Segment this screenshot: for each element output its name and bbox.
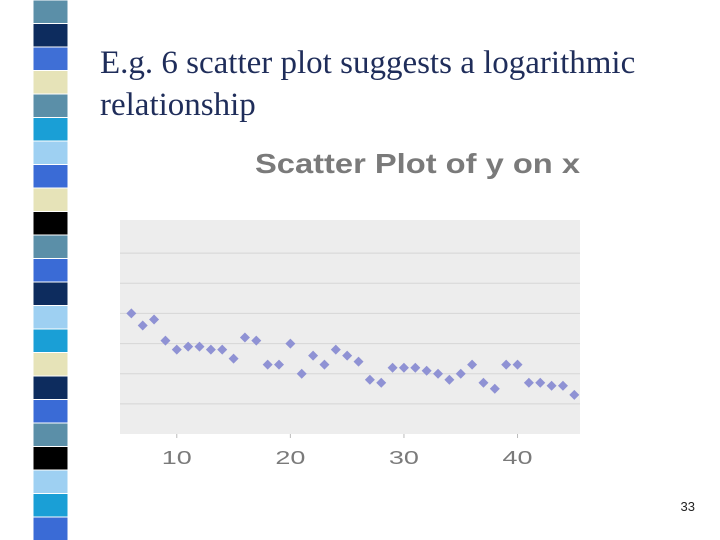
scatter-point xyxy=(467,359,478,370)
scatter-point xyxy=(387,362,398,373)
strip-block xyxy=(32,187,69,212)
scatter-point xyxy=(194,341,205,352)
strip-block xyxy=(32,493,69,518)
strip-block xyxy=(32,446,69,471)
scatter-point xyxy=(478,377,489,388)
scatter-point xyxy=(217,344,228,355)
scatter-point xyxy=(171,344,182,355)
x-tick-label: 20 xyxy=(275,448,305,468)
strip-block xyxy=(32,352,69,377)
scatter-point xyxy=(228,353,239,364)
scatter-point xyxy=(149,314,160,325)
scatter-point xyxy=(353,356,364,367)
scatter-point xyxy=(501,359,512,370)
strip-block xyxy=(32,164,69,189)
scatter-point xyxy=(433,368,444,379)
x-tick-label: 40 xyxy=(503,448,533,468)
strip-block xyxy=(32,399,69,424)
strip-block xyxy=(32,422,69,447)
scatter-point xyxy=(364,374,375,385)
scatter-point xyxy=(137,320,148,331)
slide-title-line: relationship xyxy=(100,87,256,123)
scatter-point xyxy=(308,350,319,361)
plot-area xyxy=(120,220,580,434)
scatter-point xyxy=(262,359,273,370)
scatter-point xyxy=(239,332,250,343)
scatter-point xyxy=(535,377,546,388)
strip-block xyxy=(32,516,69,540)
x-tick-label: 10 xyxy=(162,448,192,468)
scatter-point xyxy=(455,368,466,379)
scatter-point xyxy=(376,377,387,388)
scatter-point xyxy=(444,374,455,385)
scatter-point xyxy=(296,368,307,379)
scatter-point xyxy=(398,362,409,373)
scatter-point xyxy=(569,389,580,400)
scatter-point xyxy=(557,380,568,391)
x-tick-label: 30 xyxy=(389,448,419,468)
scatter-point xyxy=(319,359,330,370)
slide-title-line: E.g. 6 scatter plot suggests a logarithm… xyxy=(100,45,635,81)
scatter-point xyxy=(183,341,194,352)
scatter-point xyxy=(523,377,534,388)
strip-block xyxy=(32,140,69,165)
decorative-strip xyxy=(32,0,69,540)
scatter-point xyxy=(285,338,296,349)
strip-block xyxy=(32,328,69,353)
strip-block xyxy=(32,258,69,283)
scatter-point xyxy=(410,362,421,373)
scatter-point xyxy=(251,335,262,346)
scatter-point xyxy=(274,359,285,370)
strip-block xyxy=(32,305,69,330)
page-number: 33 xyxy=(681,499,695,514)
strip-block xyxy=(32,0,69,24)
strip-block xyxy=(32,469,69,494)
scatter-point xyxy=(205,344,216,355)
strip-block xyxy=(32,93,69,118)
scatter-point xyxy=(160,335,171,346)
scatter-point xyxy=(330,344,341,355)
scatter-point xyxy=(421,365,432,376)
strip-block xyxy=(32,211,69,236)
strip-block xyxy=(32,117,69,142)
scatter-point xyxy=(489,383,500,394)
strip-block xyxy=(32,70,69,95)
scatter-point xyxy=(512,359,523,370)
strip-block xyxy=(32,375,69,400)
strip-block xyxy=(32,281,69,306)
chart-title: Scatter Plot of y on x xyxy=(255,148,580,179)
strip-block xyxy=(32,23,69,48)
strip-block xyxy=(32,46,69,71)
scatter-point xyxy=(126,308,137,319)
scatter-point xyxy=(342,350,353,361)
scatter-point xyxy=(546,380,557,391)
strip-block xyxy=(32,234,69,259)
